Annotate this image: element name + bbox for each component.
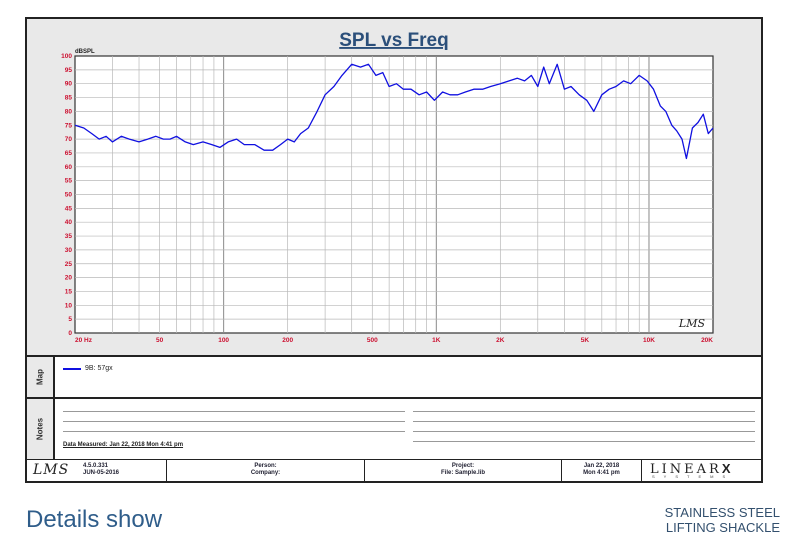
x-tick-label: 50 <box>156 337 164 344</box>
x-tick-label: 2K <box>496 337 505 344</box>
x-tick-label: 200 <box>282 337 293 344</box>
footer-company-label: Company: <box>250 470 281 476</box>
y-tick-label: 85 <box>65 95 73 102</box>
x-tick-label: 1K <box>432 337 441 344</box>
y-tick-label: 65 <box>65 150 73 157</box>
footer-file-label: File: Sample.lib <box>440 470 485 476</box>
notes-panel: Notes Data Measured: Jan 22, 2018 Mon 4:… <box>27 399 761 461</box>
product-caption-line1: STAINLESS STEEL <box>664 505 780 520</box>
footer-date-cell: Jan 22, 2018 Mon 4:41 pm <box>562 460 642 481</box>
footer-person-cell: Person: Company: <box>167 460 365 481</box>
y-tick-label: 40 <box>65 219 73 226</box>
note-line <box>63 421 405 422</box>
y-tick-label: 100 <box>61 53 72 60</box>
notes-side-label: Notes <box>27 399 55 459</box>
y-tick-label: 75 <box>65 122 73 129</box>
footer-project: Project: File: Sample.lib <box>365 463 561 477</box>
linearx-logo: LINEARX <box>650 461 733 477</box>
note-line <box>413 411 755 412</box>
y-tick-label: 0 <box>68 330 72 337</box>
x-tick-label: 500 <box>367 337 378 344</box>
footer-person: Person: Company: <box>167 463 364 477</box>
legend-entry: 9B: 57gx <box>63 365 113 372</box>
y-tick-label: 25 <box>65 261 73 268</box>
y-tick-label: 15 <box>65 288 73 295</box>
y-tick-label: 80 <box>65 108 73 115</box>
details-caption: Details show <box>26 506 163 533</box>
footer-brand-cell: LINEARX SYSTEMS <box>642 460 761 481</box>
footer-logo-cell: LMS 4.5.0.331 JUN-05-2016 <box>27 460 167 481</box>
product-caption: STAINLESS STEEL LIFTING SHACKLE <box>612 505 780 535</box>
footer-date-line1: Jan 22, 2018 <box>583 463 620 469</box>
x-tick-label: 100 <box>218 337 229 344</box>
footer-version: 4.5.0.331 JUN-05-2016 <box>83 463 119 477</box>
plot-panel: 0 5 10 15 20 25 30 35 40 45 50 55 60 65 70 75 80 85 90 95 10… <box>27 19 761 357</box>
linearx-logo-x: X <box>721 461 734 476</box>
y-tick-label: 30 <box>65 247 73 254</box>
note-line <box>63 411 405 412</box>
y-tick-label: 60 <box>65 164 73 171</box>
y-tick-label: 50 <box>65 192 73 199</box>
note-line <box>413 431 755 432</box>
x-tick-label: 5K <box>581 337 590 344</box>
legend-swatch <box>63 367 81 370</box>
footer-version-number: 4.5.0.331 <box>83 463 109 469</box>
chart-title: SPL vs Freq <box>339 30 448 51</box>
y-tick-label: 55 <box>65 178 73 185</box>
lms-report-frame: 0 5 10 15 20 25 30 35 40 45 50 55 60 65 70 75 80 85 90 95 10… <box>25 17 763 483</box>
series-line <box>74 63 714 160</box>
notes-label: Notes <box>35 417 45 441</box>
y-tick-label: 45 <box>65 205 73 212</box>
note-line <box>63 431 405 432</box>
y-tick-label: 95 <box>65 67 73 74</box>
footer-date-line2: Mon 4:41 pm <box>583 470 620 476</box>
map-side-label: Map <box>27 357 55 397</box>
product-caption-line2: LIFTING SHACKLE <box>665 520 780 535</box>
footer-project-label: Project: <box>451 463 475 469</box>
y-tick-label: 90 <box>65 81 73 88</box>
date-measured: Data Measured: Jan 22, 2018 Mon 4:41 pm <box>63 442 184 448</box>
footer-version-date: JUN-05-2016 <box>83 470 120 476</box>
note-line <box>413 421 755 422</box>
legend-text: 9B: 57gx <box>85 365 113 372</box>
y-axis-label: dBSPL <box>75 49 95 55</box>
spl-vs-freq-chart: 0 5 10 15 20 25 30 35 40 45 50 55 60 65 70 75 80 85 90 95 10… <box>61 30 714 344</box>
linearx-systems: SYSTEMS <box>652 474 735 479</box>
notes-content: Data Measured: Jan 22, 2018 Mon 4:41 pm <box>55 399 761 459</box>
x-tick-label: 10K <box>643 337 655 344</box>
plot-lms-logo: LMS <box>678 317 706 330</box>
x-tick-label: 20 Hz <box>75 337 93 344</box>
footer-date: Jan 22, 2018 Mon 4:41 pm <box>562 463 641 477</box>
y-tick-label: 35 <box>65 233 73 240</box>
footer-project-cell: Project: File: Sample.lib <box>365 460 562 481</box>
map-panel: Map 9B: 57gx <box>27 357 761 399</box>
linearx-logo-text: LINEAR <box>650 462 722 477</box>
footer-bar: LMS 4.5.0.331 JUN-05-2016 Person: Compan… <box>27 460 761 481</box>
y-tick-label: 20 <box>65 275 73 282</box>
note-line <box>413 441 755 442</box>
y-tick-label: 70 <box>65 136 73 143</box>
y-tick-label: 5 <box>68 316 72 323</box>
footer-person-label: Person: <box>254 463 277 469</box>
map-content: 9B: 57gx <box>55 357 761 397</box>
x-tick-label: 20K <box>701 337 713 344</box>
map-label: Map <box>35 369 45 385</box>
y-tick-label: 10 <box>65 302 73 309</box>
footer-lms-logo: LMS <box>33 462 70 478</box>
